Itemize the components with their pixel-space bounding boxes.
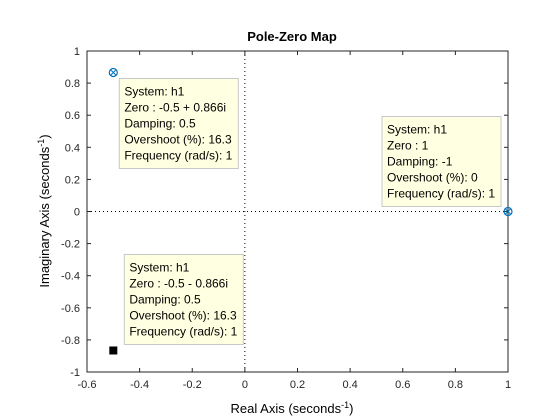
datatip-box [123,253,244,345]
y-tick-label: -0.2 [61,239,80,251]
datatip-line: Overshoot (%): 16.3 [124,133,232,147]
datatip-line: Frequency (rad/s): 1 [129,324,237,338]
datatip-line: System: h1 [387,123,447,137]
y-tick-label: -0.6 [61,303,80,315]
y-axis-title-text: Imaginary Axis (seconds [37,146,52,287]
datatip-line: System: h1 [124,85,184,99]
y-tick-label: 0.4 [65,142,80,154]
x-tick-label: 0 [242,379,248,391]
x-tick-label: -0.2 [183,379,202,391]
datatip[interactable]: System: h1 Zero : -0.5 + 0.866i Damping: 0… [118,78,239,170]
data-marks [108,67,513,355]
datatip-line: Frequency (rad/s): 1 [124,149,232,163]
datatip-box [381,116,502,207]
datatip-line: Zero : -0.5 - 0.866i [129,276,228,290]
datatip-box [118,78,239,170]
datatip-anchor-icon [109,69,117,76]
y-axis-title: Imaginary Axis (seconds-1) [36,134,52,287]
y-tick-label: -0.4 [61,271,80,283]
zero-marker[interactable] [503,206,513,217]
y-tick-label: 0 [74,207,80,219]
datatip-line: Overshoot (%): 0 [387,171,478,185]
x-tick-label: -0.4 [130,379,149,391]
datatip-line: Overshoot (%): 16.3 [129,308,237,322]
datatip-line: Zero : 1 [387,139,429,153]
datatip-line: Damping: 0.5 [129,292,201,306]
x-tick-label: -0.6 [78,379,97,391]
y-tick-label: 0.8 [65,78,80,90]
datatip-line: Damping: -1 [387,155,453,169]
zero-marker[interactable] [108,67,118,78]
datatip-line: Zero : -0.5 + 0.866i [124,101,226,115]
x-tick-label: 0.8 [448,379,463,391]
y-axis-title-close: ) [37,134,52,138]
x-axis-title-close: ) [349,401,353,416]
x-axis-title: Real Axis (seconds-1) [231,400,354,416]
x-tick-label: 0.2 [290,379,305,391]
datatips: System: h1 Zero : -0.5 + 0.866i Damping: 0… [118,78,502,345]
y-tick-label: 1 [74,46,80,58]
datatip-square-marker[interactable] [109,346,118,355]
x-tick-label: 1 [505,379,511,391]
y-axis-title-sup: -1 [36,139,46,147]
y-tick-label: -0.8 [61,335,80,347]
x-axis-title-sup: -1 [341,400,349,410]
datatip-line: System: h1 [129,260,189,274]
datatip[interactable]: System: h1 Zero : 1 Damping: -1 Overshoot (… [381,116,502,207]
datatip-anchor-icon [504,208,512,215]
x-tick-label: 0.4 [342,379,357,391]
y-tick-label: -1 [70,367,80,379]
x-axis-title-text: Real Axis (seconds [231,401,342,416]
axis-ticks: -0.6 -0.4 -0.2 0 0.2 0.4 0.6 0.8 1 -1 -0.8 -0.6 -0.4… [61,46,511,391]
datatip-line: Frequency (rad/s): 1 [387,187,495,201]
datatip[interactable]: System: h1 Zero : -0.5 - 0.866i Damping: 0… [123,253,244,345]
datatip-line: Damping: 0.5 [124,117,196,131]
y-tick-label: 0.2 [65,174,80,186]
chart-title: Pole-Zero Map [247,29,337,44]
x-tick-label: 0.6 [395,379,410,391]
y-tick-label: 0.6 [65,110,80,122]
